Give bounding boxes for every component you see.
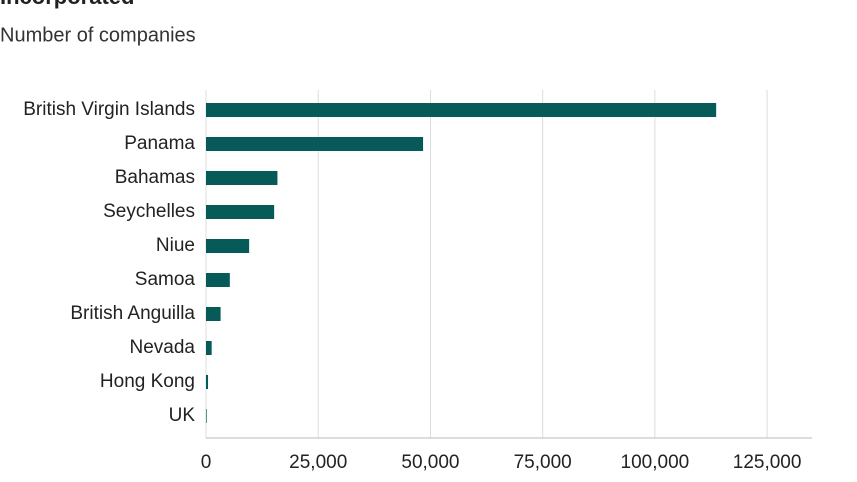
- x-tick-label: 125,000: [733, 452, 802, 473]
- y-tick-label: UK: [169, 405, 196, 426]
- y-tick-label: Hong Kong: [100, 371, 195, 392]
- chart-title: Incorporated: [0, 0, 134, 9]
- x-tick-label: 25,000: [289, 452, 347, 473]
- bar: [206, 307, 221, 321]
- y-tick-label: Nevada: [130, 337, 196, 358]
- bar: [206, 103, 717, 117]
- y-tick-label: British Virgin Islands: [23, 99, 195, 120]
- bar: [206, 137, 424, 151]
- chart-subtitle: Number of companies: [0, 24, 196, 46]
- x-tick-label: 50,000: [401, 452, 459, 473]
- bar: [206, 375, 209, 389]
- x-tick-label: 0: [201, 452, 212, 473]
- bar: [206, 341, 212, 355]
- y-tick-label: Seychelles: [103, 201, 195, 222]
- y-tick-label: Niue: [156, 235, 195, 256]
- y-tick-label: Bahamas: [115, 167, 195, 188]
- y-tick-label: British Anguilla: [70, 303, 195, 324]
- bar: [206, 409, 207, 423]
- bar: [206, 171, 278, 185]
- x-tick-label: 75,000: [514, 452, 572, 473]
- bar: [206, 239, 250, 253]
- y-tick-label: Samoa: [135, 269, 196, 290]
- y-tick-label: Panama: [124, 133, 195, 154]
- x-tick-label: 100,000: [621, 452, 690, 473]
- bar: [206, 273, 230, 287]
- bar: [206, 205, 275, 219]
